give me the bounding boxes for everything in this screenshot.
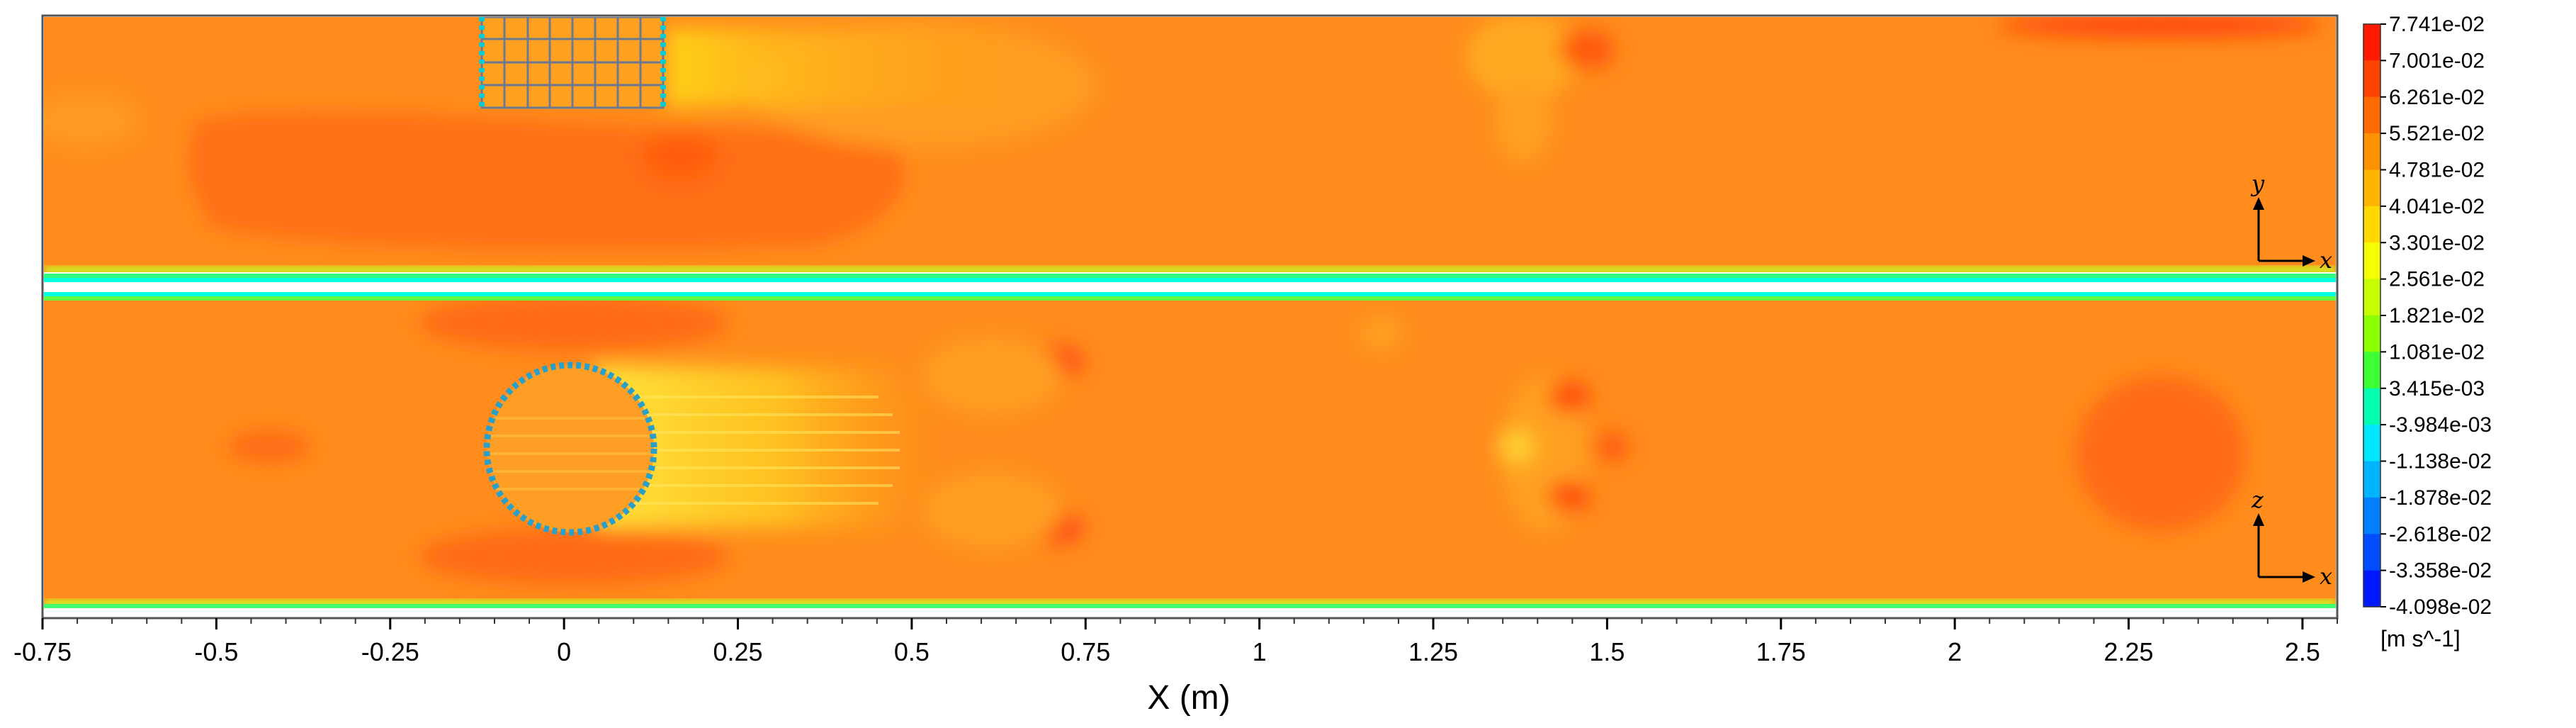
x-tick-label: 1.75 xyxy=(1756,637,1806,666)
x-tick-label: 2 xyxy=(1948,637,1962,666)
colorbar-swatch xyxy=(2363,279,2380,316)
x-tick-label: -0.75 xyxy=(13,637,72,666)
colorbar-swatch xyxy=(2363,461,2380,498)
colorbar-label: -2.618e-02 xyxy=(2389,522,2492,546)
colorbar-unit: [m s^-1] xyxy=(2380,626,2461,651)
x-tick-label: 0 xyxy=(557,637,571,666)
colorbar-label: -3.984e-03 xyxy=(2389,413,2492,437)
xy-obstacle xyxy=(479,17,666,109)
wall-band xyxy=(44,272,2336,301)
panel-xy xyxy=(44,17,2336,274)
panel-xz xyxy=(44,301,2336,610)
colorbar-swatch xyxy=(2363,169,2380,207)
colorbar-label: 6.261e-02 xyxy=(2389,86,2485,109)
colorbar-swatch xyxy=(2363,352,2380,389)
colorbar-swatch xyxy=(2363,133,2380,171)
x-tick-label: 2.25 xyxy=(2104,637,2154,666)
xz-triad-z-label: z xyxy=(2251,486,2264,513)
colorbar: 7.741e-02 7.001e-02 6.261e-02 5.521e-02 4.78… xyxy=(2363,13,2492,619)
colorbar-label: -4.098e-02 xyxy=(2389,595,2492,619)
colorbar-label: 7.001e-02 xyxy=(2389,49,2485,72)
colorbar-label: 1.081e-02 xyxy=(2389,340,2485,364)
x-tick-label: 2.5 xyxy=(2285,637,2320,666)
colorbar-swatch xyxy=(2363,96,2380,134)
x-tick-label: -0.5 xyxy=(194,637,238,666)
xy-triad-x-label: x xyxy=(2320,247,2332,274)
xy-triad-y-label: y xyxy=(2250,170,2265,197)
colorbar-swatch xyxy=(2363,497,2380,534)
x-tick-label: 1 xyxy=(1253,637,1267,666)
xy-axis-triad xyxy=(2253,197,2315,267)
colorbar-label: 2.561e-02 xyxy=(2389,268,2485,291)
xz-obstacle xyxy=(483,362,657,536)
x-axis-title: X (m) xyxy=(1147,679,1230,717)
colorbar-swatch xyxy=(2363,24,2380,61)
colorbar-label: 3.301e-02 xyxy=(2389,231,2485,254)
colorbar-label: 3.415e-03 xyxy=(2389,377,2485,401)
colorbar-label: 5.521e-02 xyxy=(2389,122,2485,145)
xz-triad-x-label: x xyxy=(2320,563,2332,590)
x-tick-label: 1.25 xyxy=(1408,637,1458,666)
colorbar-swatch xyxy=(2363,570,2380,607)
colorbar-swatch xyxy=(2363,242,2380,280)
x-tick-label: 0.5 xyxy=(894,637,930,666)
colorbar-swatch xyxy=(2363,315,2380,352)
x-tick-label: 1.5 xyxy=(1589,637,1625,666)
colorbar-swatch xyxy=(2363,534,2380,571)
colorbar-swatch xyxy=(2363,206,2380,243)
colorbar-label: -1.878e-02 xyxy=(2389,486,2492,510)
x-axis: -0.75 -0.5 -0.25 0 0.25 0.5 0.75 1 1.25 1.5 1.75 2 2… xyxy=(13,618,2338,666)
x-tick-label: 0.25 xyxy=(713,637,762,666)
colorbar-swatch xyxy=(2363,425,2380,462)
xz-axis-triad xyxy=(2253,513,2315,583)
colorbar-label: 1.821e-02 xyxy=(2389,304,2485,327)
x-tick-label: 0.75 xyxy=(1061,637,1110,666)
colorbar-swatch xyxy=(2363,60,2380,98)
colorbar-label: -1.138e-02 xyxy=(2389,450,2492,474)
colorbar-label: 7.741e-02 xyxy=(2389,13,2485,36)
colorbar-swatch xyxy=(2363,388,2380,425)
x-tick-label: -0.25 xyxy=(361,637,419,666)
colorbar-label: 4.041e-02 xyxy=(2389,195,2485,218)
colorbar-label: 4.781e-02 xyxy=(2389,159,2485,182)
colorbar-label: -3.358e-02 xyxy=(2389,559,2492,583)
